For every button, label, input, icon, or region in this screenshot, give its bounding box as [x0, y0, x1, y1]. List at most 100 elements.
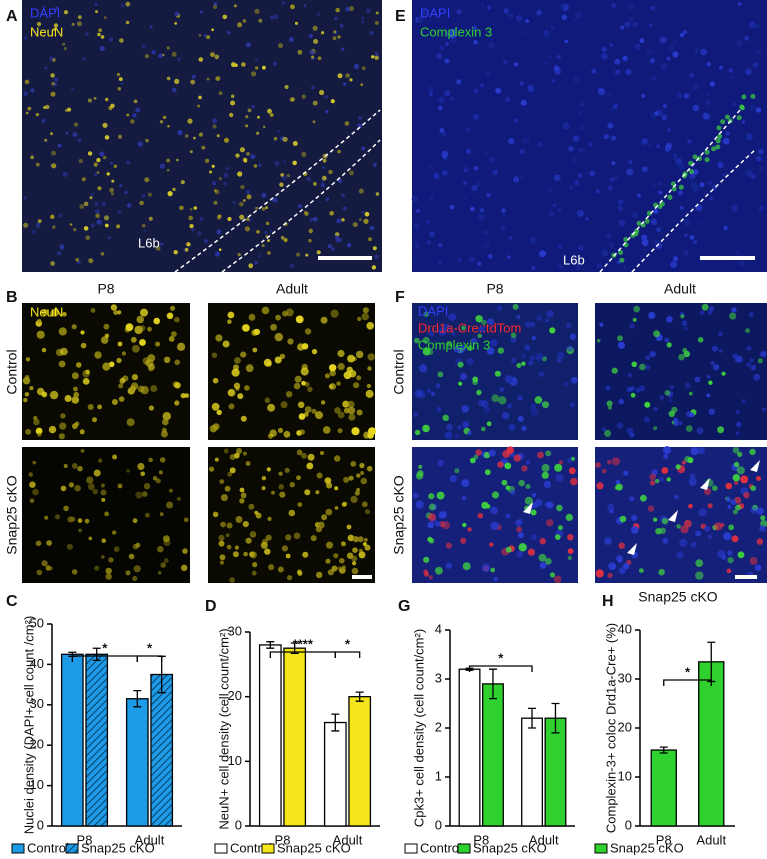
cell [212, 124, 217, 129]
cell [649, 351, 656, 358]
cell [227, 319, 232, 325]
cell [144, 177, 150, 183]
cell [356, 409, 363, 416]
cell [609, 43, 614, 47]
cell [46, 540, 52, 546]
cell [516, 526, 522, 533]
cell [578, 124, 585, 132]
cell [94, 351, 102, 359]
cell [375, 11, 379, 15]
legend-label: Snap25 cKO [81, 840, 155, 855]
cell [147, 326, 152, 332]
cell [58, 360, 66, 368]
cell [614, 58, 621, 65]
cell [317, 521, 325, 529]
cell [617, 335, 623, 342]
row-label: Snap25 cKO [391, 475, 407, 554]
cell [199, 217, 203, 221]
cell [458, 381, 463, 386]
cell [631, 361, 637, 368]
cell [253, 164, 258, 168]
cell [312, 217, 318, 222]
cell [348, 6, 354, 12]
cell [301, 452, 307, 459]
cell [330, 309, 339, 318]
cell [726, 568, 732, 574]
cell [480, 3, 485, 8]
cell [274, 356, 282, 364]
cell [28, 472, 33, 477]
stain-label: DAPI [30, 5, 60, 20]
cell [595, 189, 600, 194]
cell [104, 223, 109, 228]
cell [499, 387, 505, 392]
cell [62, 171, 68, 177]
cell [159, 163, 165, 169]
cell [517, 532, 524, 539]
cell [334, 16, 338, 21]
y-axis-label: Complexin-3+ coloc Drd1a-Cre+ (%) [603, 623, 618, 833]
cell [753, 373, 761, 381]
cell [92, 488, 98, 495]
micrograph [595, 303, 767, 440]
cell [77, 466, 83, 472]
cell [717, 426, 725, 434]
cell [159, 457, 166, 463]
cell [752, 62, 759, 68]
cell [167, 124, 170, 128]
x-tick-label: Adult [529, 832, 559, 847]
cell [218, 534, 225, 542]
cell [431, 190, 435, 195]
legend-label: Control [27, 840, 69, 855]
cell [698, 508, 707, 517]
cell [750, 173, 756, 179]
cell [246, 152, 250, 156]
cell [735, 410, 740, 414]
cell [428, 165, 433, 170]
cell [505, 485, 511, 491]
cell [50, 91, 56, 97]
cell [117, 210, 122, 215]
cell [80, 342, 87, 349]
cell [501, 479, 508, 486]
cell [725, 482, 733, 490]
cell [366, 383, 371, 389]
cell [241, 62, 246, 67]
cell [174, 359, 180, 366]
cell [261, 192, 267, 198]
cell [321, 166, 325, 170]
cell [116, 224, 121, 229]
cell [607, 405, 613, 410]
cell [158, 53, 163, 59]
row-label: Control [4, 349, 20, 394]
cell [288, 37, 294, 42]
cell [80, 330, 85, 335]
cell [707, 503, 713, 509]
cell [35, 30, 39, 34]
cell [530, 509, 537, 516]
cell [623, 237, 629, 242]
cell [342, 206, 347, 211]
cell [601, 468, 607, 474]
cell [304, 489, 311, 496]
cell [268, 564, 275, 571]
cell [684, 382, 691, 389]
cell [629, 432, 635, 438]
cell [247, 108, 252, 113]
cell [198, 57, 204, 62]
cell [673, 256, 678, 262]
cell [678, 353, 685, 361]
cell [184, 393, 190, 398]
column-label: P8 [486, 281, 503, 297]
cell [339, 24, 344, 28]
cell [216, 409, 222, 416]
arrowhead [627, 543, 637, 555]
cell [550, 25, 555, 30]
cell [472, 376, 479, 383]
cell [732, 353, 738, 359]
legend-swatch [214, 843, 228, 854]
cell [427, 536, 433, 543]
cell [347, 406, 356, 415]
cell [41, 347, 47, 353]
cell [301, 343, 309, 350]
